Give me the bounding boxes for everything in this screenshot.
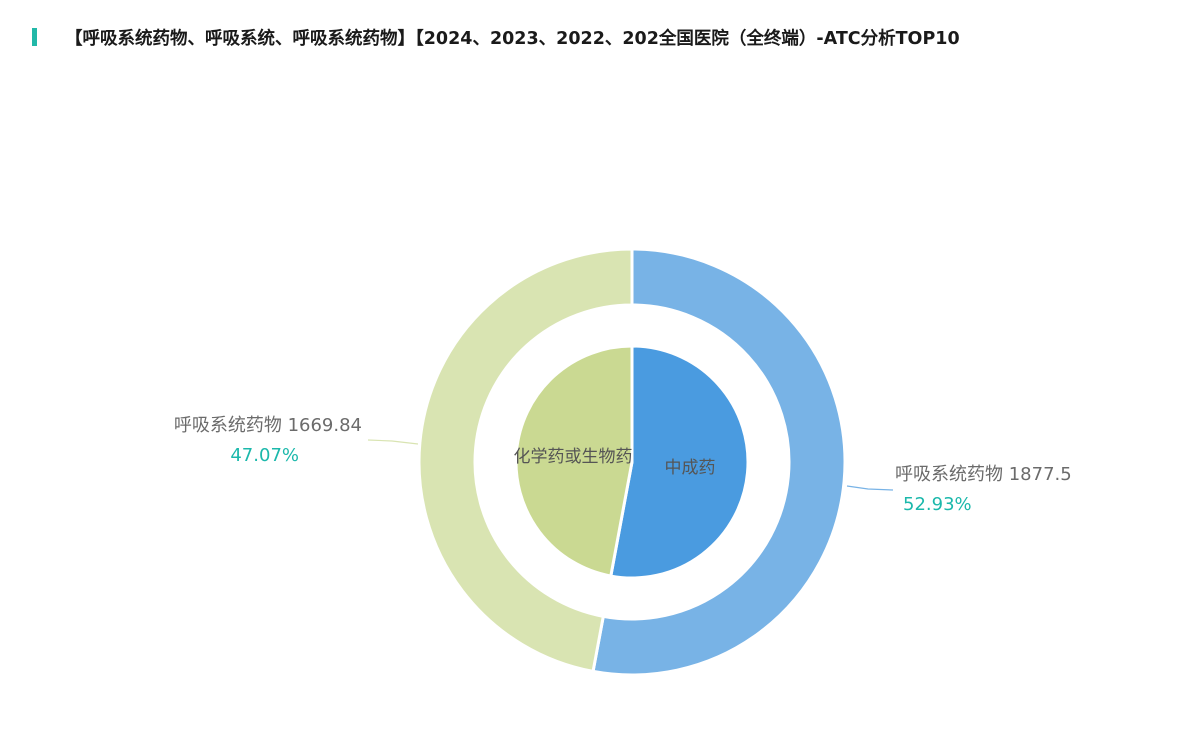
outer-slice-label-1: 呼吸系统药物 1669.84 [174,415,362,436]
leader-line-0 [846,485,894,491]
chart-title-bar: 【呼吸系统药物、呼吸系统、呼吸系统药物】【2024、2023、2022、202全… [32,26,960,49]
inner-slice-0[interactable] [609,344,750,580]
title-accent-bar [32,28,37,46]
outer-slice-0[interactable] [591,247,847,677]
leader-lines [367,439,894,491]
leader-line-1 [367,439,419,445]
inner-slice-1[interactable] [514,344,634,578]
outer-slice-label-0: 呼吸系统药物 1877.5 [895,464,1072,485]
inner-slice-label-1: 化学药或生物药 [514,447,633,467]
outer-slice-percent-0: 52.93% [903,494,972,515]
inner-slice-label-0: 中成药 [665,458,716,478]
outer-slice-1[interactable] [417,247,634,673]
outer-slice-percent-1: 47.07% [230,445,299,466]
outer-ring [417,247,847,677]
inner-pie [514,344,750,580]
chart-title: 【呼吸系统药物、呼吸系统、呼吸系统药物】【2024、2023、2022、202全… [65,28,960,49]
